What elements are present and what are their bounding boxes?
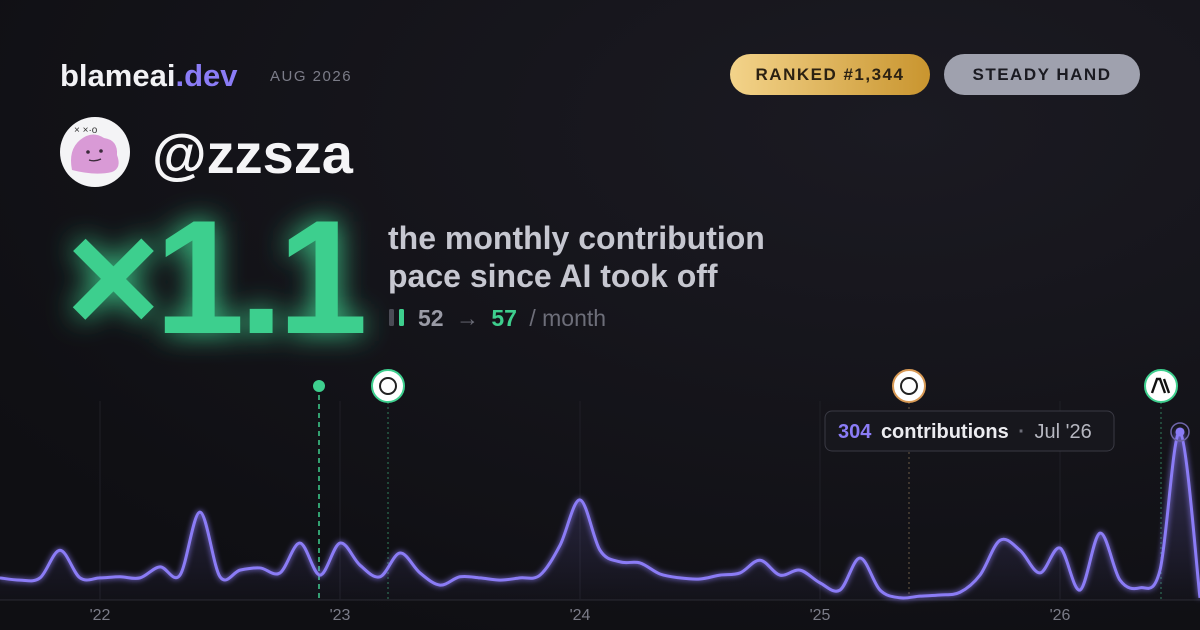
x-tick-label: '24 bbox=[570, 607, 591, 624]
x-tick-label: '23 bbox=[330, 607, 351, 624]
brand: blameai.dev bbox=[60, 58, 238, 93]
svg-text:× ×·o: × ×·o bbox=[74, 125, 98, 136]
event-icon bbox=[900, 377, 918, 395]
pace-icon bbox=[389, 309, 394, 326]
plot bbox=[0, 422, 1200, 600]
pace-icon bbox=[399, 309, 404, 326]
brand-name: blameai bbox=[60, 58, 175, 93]
event-icon bbox=[371, 369, 405, 403]
rank-text: RANKED #1,344 bbox=[756, 65, 905, 84]
line bbox=[0, 430, 1200, 600]
pace-after: 57 bbox=[491, 305, 517, 331]
x-tick-label: '25 bbox=[810, 607, 831, 624]
tooltip-sep: · bbox=[1018, 421, 1025, 443]
event-icon bbox=[379, 377, 397, 395]
period: AUG 2026 bbox=[270, 68, 352, 85]
trait-text: STEADY HAND bbox=[973, 65, 1112, 84]
handle: @zzsza bbox=[152, 122, 354, 185]
area bbox=[0, 431, 1200, 600]
peak-point bbox=[1175, 427, 1185, 437]
tooltip-value: 304 bbox=[838, 421, 872, 443]
x-tick-label: '22 bbox=[90, 607, 111, 624]
pace-unit: / month bbox=[529, 305, 606, 331]
rank-badge bbox=[730, 54, 930, 95]
brand-tld: .dev bbox=[175, 58, 238, 93]
headline-line: pace since AI took off bbox=[388, 258, 718, 294]
event-dot bbox=[313, 380, 325, 392]
event-icon bbox=[1144, 369, 1178, 403]
event-icon bbox=[892, 369, 926, 403]
tooltip-date: Jul '26 bbox=[1035, 421, 1092, 443]
tooltip-text: 304 contributions · Jul '26 bbox=[838, 421, 1092, 443]
tooltip-label: contributions bbox=[881, 421, 1009, 443]
multiplier: ×1.1 bbox=[66, 187, 364, 368]
peak-ring bbox=[1170, 422, 1190, 442]
pace-arrow: → bbox=[456, 305, 479, 331]
pace-before: 52 bbox=[418, 305, 444, 331]
event-icon bbox=[1150, 377, 1171, 394]
headline-line: the monthly contribution bbox=[388, 220, 765, 256]
avatar: × ×·o bbox=[60, 117, 130, 187]
tooltip: 304 contributions · Jul '26 bbox=[824, 410, 1115, 452]
trait-badge bbox=[944, 54, 1140, 95]
pace: 52 → 57 / month bbox=[418, 305, 606, 331]
x-tick-label: '26 bbox=[1050, 607, 1071, 624]
tooltip-box bbox=[824, 410, 1115, 452]
